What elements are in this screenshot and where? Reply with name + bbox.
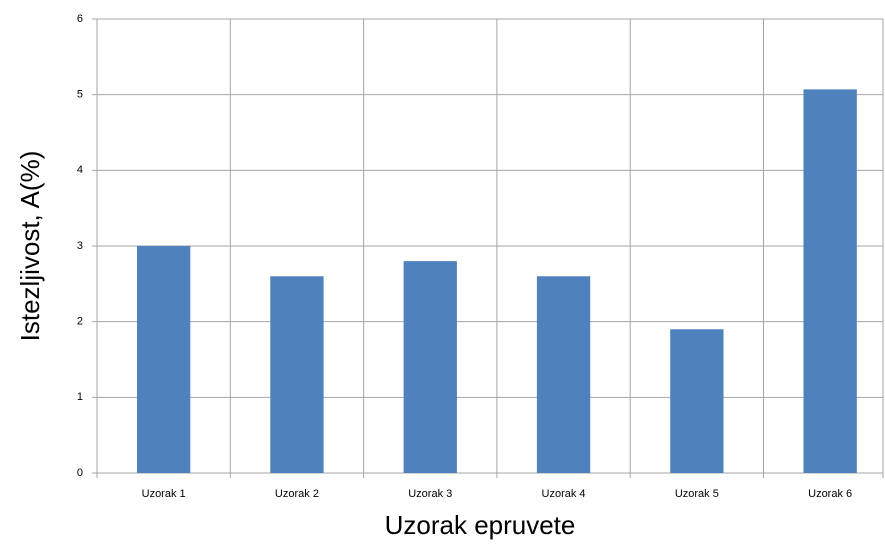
bar bbox=[536, 276, 591, 473]
x-tick-label: Uzorak 6 bbox=[808, 488, 852, 500]
y-tick-label: 2 bbox=[77, 316, 83, 328]
y-tick-label: 6 bbox=[77, 13, 83, 25]
bar bbox=[803, 89, 857, 474]
x-tick-label: Uzorak 1 bbox=[142, 488, 186, 500]
y-tick-label: 5 bbox=[77, 89, 83, 101]
bar bbox=[403, 261, 457, 473]
y-tick-label: 1 bbox=[77, 391, 83, 403]
x-tick-label: Uzorak 3 bbox=[408, 488, 452, 500]
bar bbox=[136, 246, 191, 473]
y-tick-label: 4 bbox=[77, 164, 83, 176]
y-tick-label: 3 bbox=[77, 240, 83, 252]
bar bbox=[670, 329, 724, 473]
x-axis-title: Uzorak epruvete bbox=[385, 510, 576, 540]
bar bbox=[270, 276, 324, 473]
y-tick-label: 0 bbox=[77, 467, 83, 479]
x-tick-label: Uzorak 2 bbox=[275, 488, 319, 500]
x-tick-label: Uzorak 4 bbox=[542, 488, 586, 500]
y-axis-title: Istezljivost, A(%) bbox=[15, 151, 45, 342]
x-tick-label: Uzorak 5 bbox=[675, 488, 719, 500]
